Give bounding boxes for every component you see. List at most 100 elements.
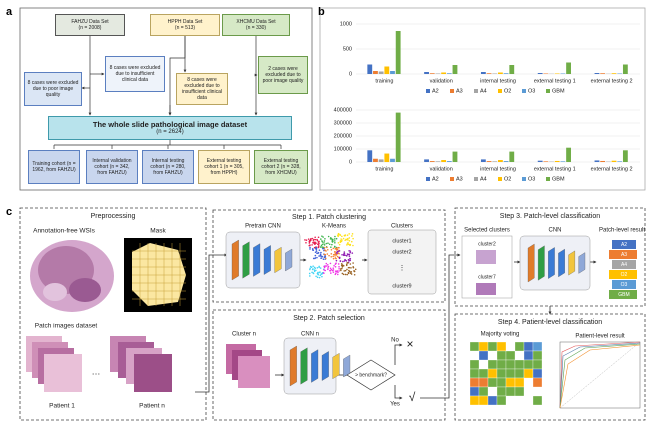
scatter-dot xyxy=(334,263,337,265)
scatter-dot xyxy=(316,239,319,242)
legend-swatch xyxy=(426,89,430,93)
scatter-dot xyxy=(339,233,341,236)
vote-cell xyxy=(514,368,525,379)
scatter-dot xyxy=(316,276,319,279)
scatter-dot xyxy=(322,258,325,261)
bar xyxy=(566,62,571,74)
scatter-dot xyxy=(317,251,320,254)
scatter-dot xyxy=(312,272,315,275)
class-bar xyxy=(609,290,637,299)
scatter-dot xyxy=(332,271,335,273)
vote-cell xyxy=(532,359,543,370)
y-tick-label: 500 xyxy=(343,46,352,52)
scatter-dot xyxy=(319,271,321,273)
bar xyxy=(600,73,606,74)
scatter-dot xyxy=(334,248,337,250)
scatter-dot xyxy=(334,250,336,253)
legend-label: A4 xyxy=(480,176,487,182)
title: Preprocessing xyxy=(91,213,136,220)
label: Pretrain CNN xyxy=(245,224,281,230)
legend-label: A3 xyxy=(456,176,463,182)
bar xyxy=(435,161,441,162)
scatter-dot xyxy=(333,245,336,248)
scatter-dot xyxy=(312,241,314,244)
scatter-dot xyxy=(321,241,324,243)
bar xyxy=(611,73,617,74)
vote-cell xyxy=(496,359,507,370)
scatter-dot xyxy=(332,253,335,256)
bar xyxy=(424,72,429,74)
vote-cell xyxy=(469,359,480,370)
scatter-dot xyxy=(330,268,333,271)
scatter-dot xyxy=(327,242,329,245)
cnn-layer xyxy=(285,248,293,272)
text: (n = 513) xyxy=(174,25,196,31)
bar xyxy=(429,161,435,162)
label: cluster2 xyxy=(392,249,411,255)
label: > benchmark? xyxy=(355,372,387,378)
cnn-layer xyxy=(332,352,340,380)
scatter-dot xyxy=(348,233,351,235)
scatter-dot xyxy=(341,235,343,238)
scatter-dot xyxy=(311,271,313,274)
scatter-dot xyxy=(327,268,329,271)
vote-cell xyxy=(487,395,498,406)
bar xyxy=(594,73,600,74)
cnn-layer xyxy=(311,349,319,383)
scatter-dot xyxy=(342,237,345,240)
scatter-dot xyxy=(332,257,335,260)
scatter-dot xyxy=(326,263,329,266)
scatter-dot xyxy=(339,268,342,270)
bar xyxy=(560,73,566,74)
label: CNN n xyxy=(301,332,319,338)
scatter-dot xyxy=(341,265,344,267)
scatter-dot xyxy=(324,253,327,256)
scatter-dot xyxy=(353,273,356,276)
y-tick-label: 0 xyxy=(349,159,352,165)
scatter-dot xyxy=(319,255,321,257)
bar xyxy=(367,64,373,74)
scatter-dot xyxy=(314,257,316,260)
scatter-dot xyxy=(320,238,322,240)
cnn-layer xyxy=(231,239,239,281)
vote-cell xyxy=(505,386,516,397)
class-bar xyxy=(612,260,636,269)
scatter-dot xyxy=(311,237,314,240)
bar xyxy=(566,147,571,162)
vote-cell xyxy=(496,350,507,361)
scatter-dot xyxy=(345,260,348,262)
scatter-dot xyxy=(304,239,306,241)
legend-swatch xyxy=(522,89,526,93)
vote-cell xyxy=(487,341,498,352)
scatter-dot xyxy=(335,257,337,260)
scatter-dot xyxy=(312,240,315,242)
vote-cell xyxy=(469,368,480,379)
scatter-dot xyxy=(344,269,347,272)
scatter-dot xyxy=(325,262,328,265)
class-label: O3 xyxy=(621,282,628,288)
bar xyxy=(429,73,435,74)
patch-result: A2 A3 A4 O2 O3 GBM xyxy=(609,240,637,299)
cnn-layer xyxy=(321,351,329,381)
bar xyxy=(509,65,515,74)
scatter-dot xyxy=(326,248,329,251)
label: Yes xyxy=(390,402,400,408)
scatter-dot xyxy=(331,240,334,242)
scatter-dot xyxy=(345,254,348,257)
scatter-dot xyxy=(323,246,326,249)
bar xyxy=(498,72,503,74)
vote-cell xyxy=(514,359,525,370)
scatter-dot xyxy=(315,269,317,272)
scatter-dot xyxy=(321,243,324,246)
legend-label: O3 xyxy=(528,176,535,182)
scatter-dot xyxy=(354,268,357,271)
bar xyxy=(452,151,458,162)
scatter-dot xyxy=(340,263,343,265)
scatter-dot xyxy=(319,274,322,277)
bar xyxy=(441,72,447,74)
bar xyxy=(492,73,498,74)
scatter-dot xyxy=(349,257,351,260)
scatter-dot xyxy=(319,267,322,269)
class-label: GBM xyxy=(618,292,629,298)
vote-cell xyxy=(487,368,498,379)
